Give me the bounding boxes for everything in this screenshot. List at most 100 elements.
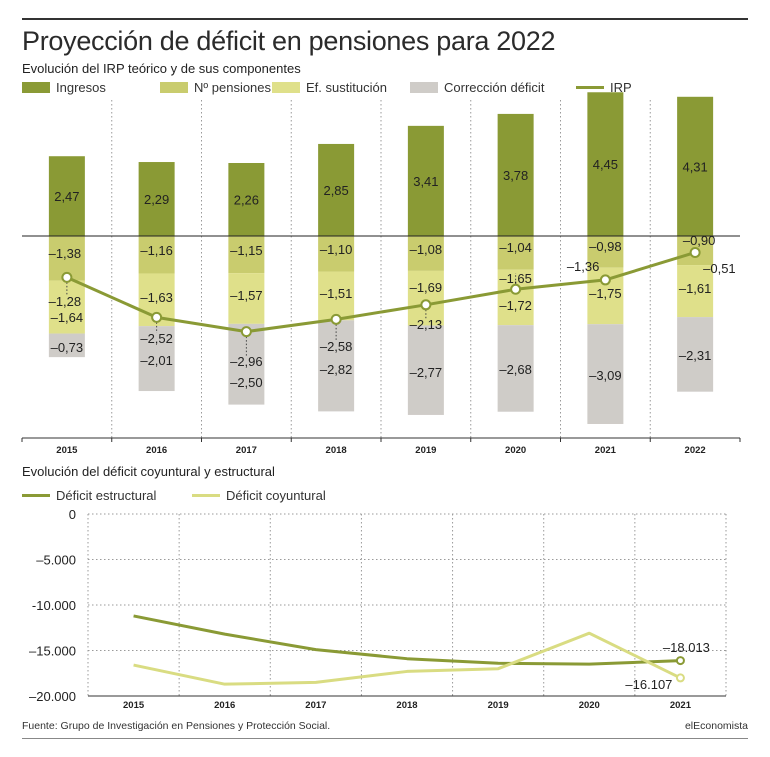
bar-correccion: [407, 325, 444, 415]
legend-swatch-correccion: [410, 82, 438, 94]
bar-pensiones: [318, 236, 355, 272]
legend-item-correccion: Corrección déficit: [410, 80, 544, 95]
y-tick-label: –15.000: [29, 644, 76, 659]
bar-ingresos: [228, 163, 265, 236]
bar-ingresos: [318, 143, 355, 236]
legend-item-ingresos: Ingresos: [22, 80, 106, 95]
label-sustitucion: –1,72: [499, 298, 532, 313]
bar-correccion: [48, 333, 85, 358]
line-coyuntural-end-point: [675, 673, 685, 683]
label-ingresos: 4,31: [682, 159, 707, 174]
label-correccion: –2,77: [410, 365, 443, 380]
label-irp: –0,51: [703, 261, 736, 276]
irp-point: [510, 283, 522, 295]
label-correccion: –2,68: [499, 362, 532, 377]
y-tick-label: –20.000: [29, 689, 76, 704]
label-sustitucion: –1,63: [140, 290, 173, 305]
legend-item-pensiones: Nº pensiones: [160, 80, 271, 95]
x-tick-label-2: 2016: [214, 700, 235, 711]
x-tick-label: 2022: [685, 445, 706, 456]
label-sustitucion: –1,51: [320, 286, 353, 301]
bar-pensiones: [497, 236, 534, 270]
label-pensiones: –1,38: [49, 246, 82, 261]
x-tick-label-2: 2020: [579, 700, 600, 711]
label-ingresos: 3,78: [503, 168, 528, 183]
legend-swatch-sustitucion: [272, 82, 300, 94]
bar-ingresos: [407, 125, 444, 236]
bar-correccion: [138, 326, 175, 392]
bar-ingresos: [497, 113, 534, 236]
bar-pensiones: [138, 236, 175, 274]
label-correccion: –2,31: [679, 348, 712, 363]
label-ingresos: 2,26: [234, 193, 259, 208]
x-tick-label: 2018: [326, 445, 347, 456]
legend-item-irp: IRP: [576, 80, 632, 95]
irp-point: [599, 274, 611, 286]
bar-correccion: [677, 317, 714, 392]
label-sustitucion: –1,61: [679, 281, 712, 296]
irp-line: [66, 251, 696, 334]
bar-ingresos: [138, 162, 175, 236]
irp-point: [330, 313, 342, 325]
end-label-estructural: –16.107: [625, 677, 672, 692]
irp-point: [61, 271, 73, 283]
label-pensiones: –0,90: [683, 233, 716, 248]
bar-ingresos: [48, 156, 85, 236]
legend-line-irp: [576, 86, 604, 90]
y-tick-label: -10.000: [32, 598, 76, 613]
legend-swatch-ingresos: [22, 82, 50, 94]
legend-line-coyuntural: [192, 494, 220, 498]
irp-point: [151, 311, 163, 323]
bar-correccion: [497, 325, 534, 412]
label-pensiones: –0,98: [589, 239, 622, 254]
label-irp: –2,52: [140, 331, 173, 346]
label-correccion: –3,09: [589, 368, 622, 383]
label-pensiones: –1,16: [140, 243, 173, 258]
bar-pensiones: [587, 236, 624, 268]
bar-pensiones: [407, 236, 444, 271]
bar-ingresos: [677, 96, 714, 236]
label-irp: –1,28: [49, 294, 82, 309]
legend-item-sustitucion: Ef. sustitución: [272, 80, 387, 95]
x-tick-label: 2020: [505, 445, 526, 456]
y-tick-label: –5.000: [36, 553, 76, 568]
chart2-subtitle: Evolución del déficit coyuntural y estru…: [22, 464, 275, 479]
x-tick-label: 2016: [146, 445, 167, 456]
label-irp: –2,96: [230, 354, 263, 369]
bar-sustitucion: [407, 270, 444, 326]
legend-label-coyuntural: Déficit coyuntural: [226, 488, 326, 503]
label-irp: –1,36: [567, 259, 600, 274]
top-rule: [22, 18, 748, 20]
label-irp: –2,58: [320, 339, 353, 354]
label-sustitucion: –1,75: [589, 286, 622, 301]
footer-rule: [22, 738, 748, 739]
x-tick-label-2: 2017: [305, 700, 326, 711]
bar-sustitucion: [228, 273, 265, 324]
label-ingresos: 2,85: [323, 183, 348, 198]
line-estructural: [133, 614, 681, 666]
chart2-legend: Déficit estructural Déficit coyuntural: [22, 488, 442, 504]
bar-correccion: [587, 324, 624, 424]
label-pensiones: –1,08: [410, 242, 443, 257]
chart1-svg: 2,47 2,29 2,26 2,85 3,41 3,78 4,45 4,31 2015 2016…: [21, 92, 741, 456]
source-note: Fuente: Grupo de Investigación en Pensio…: [22, 720, 331, 732]
label-pensiones: –1,04: [499, 240, 532, 255]
x-tick-label: 2017: [236, 445, 257, 456]
bar-pensiones: [228, 236, 265, 274]
label-ingresos: 3,41: [413, 174, 438, 189]
legend-swatch-pensiones: [160, 82, 188, 94]
legend-line-estructural: [22, 494, 50, 498]
legend-label-pensiones: Nº pensiones: [194, 80, 272, 95]
legend-label-ingresos: Ingresos: [56, 80, 106, 95]
label-sustitucion: –1,57: [230, 288, 263, 303]
label-ingresos: 2,29: [144, 192, 169, 207]
x-tick-label: 2019: [415, 445, 436, 456]
irp-point: [240, 326, 252, 338]
line-coyuntural: [133, 631, 682, 686]
label-irp: –1,65: [499, 271, 532, 286]
irp-point: [689, 246, 701, 258]
label-correccion: –2,01: [140, 353, 173, 368]
irp-point: [420, 299, 432, 311]
label-ingresos: 4,45: [593, 157, 618, 172]
